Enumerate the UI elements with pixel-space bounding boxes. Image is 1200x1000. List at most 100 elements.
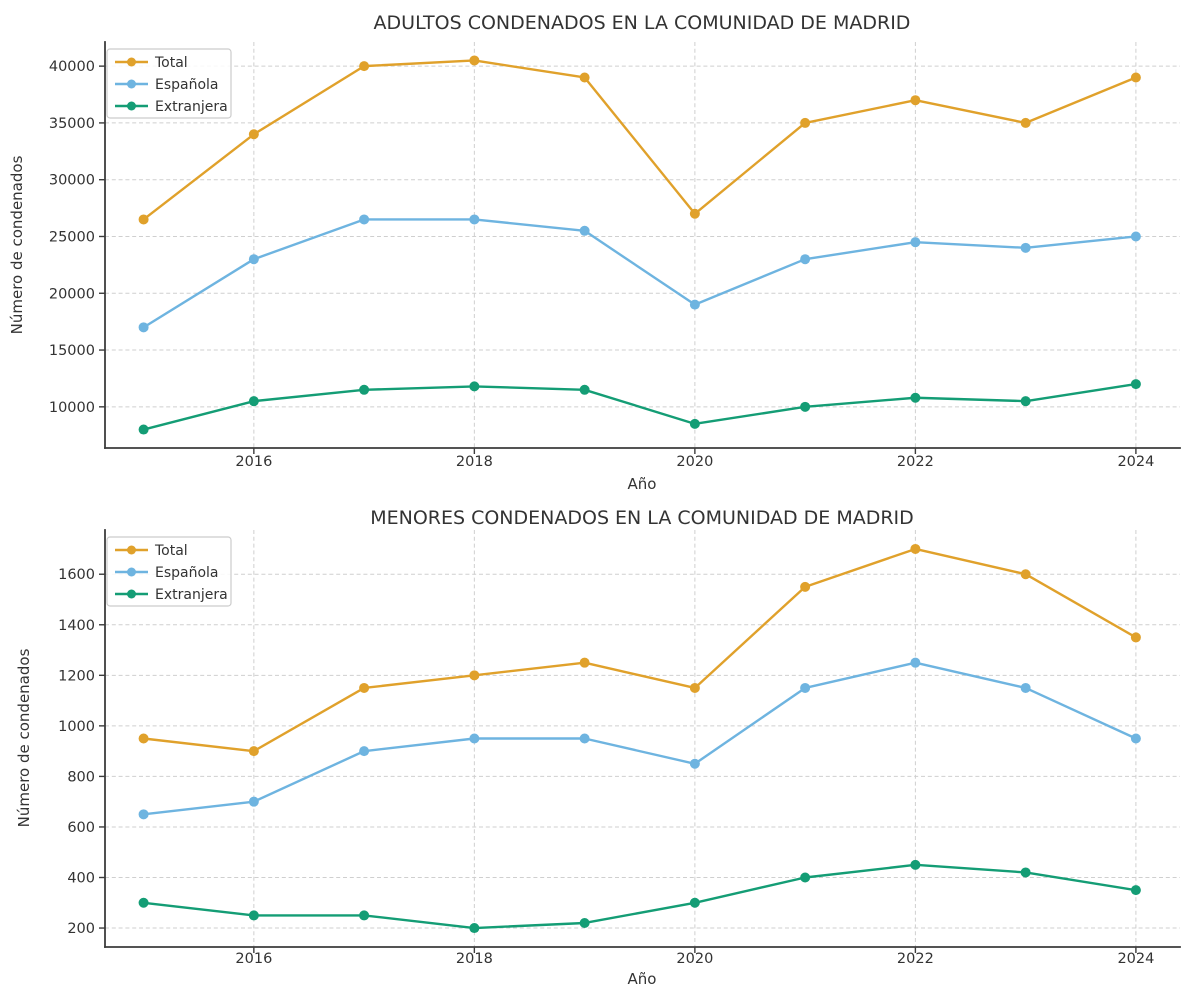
- data-point-espanola: [579, 733, 590, 744]
- y-tick-label: 40000: [49, 59, 95, 75]
- plot-area-adultos: 10000 15000 20000 25000 30000 35000 40000 2016 2…: [49, 41, 1181, 470]
- data-point-total: [689, 208, 700, 219]
- series-espanola: [138, 657, 1141, 820]
- legend: Total Española Extranjera: [106, 48, 232, 119]
- data-point-espanola: [800, 682, 811, 693]
- data-point-total: [579, 657, 590, 668]
- data-point-extranjera: [1130, 885, 1141, 896]
- data-point-espanola: [138, 809, 149, 820]
- data-point-total: [800, 581, 811, 592]
- data-point-extranjera: [689, 418, 700, 429]
- legend-marker-total: [127, 545, 136, 555]
- data-point-total: [689, 682, 700, 693]
- data-point-espanola: [469, 733, 480, 744]
- y-tick-label: 15000: [49, 343, 95, 359]
- legend-marker-espanola: [127, 567, 136, 577]
- data-point-total: [248, 746, 259, 757]
- data-point-extranjera: [579, 917, 590, 928]
- series-espanola: [138, 214, 1141, 333]
- data-point-total: [910, 543, 921, 554]
- data-point-extranjera: [469, 923, 480, 934]
- series-line-extranjera: [142, 382, 1138, 431]
- data-point-extranjera: [138, 424, 149, 435]
- x-tick-label: 2016: [235, 454, 272, 470]
- legend-box: [106, 48, 232, 119]
- legend-marker-extranjera: [127, 101, 136, 111]
- data-point-total: [579, 72, 590, 83]
- spines: [104, 529, 1181, 948]
- chart-menores: MENORES CONDENADOS EN LA COMUNIDAD DE MA…: [15, 507, 1181, 988]
- data-point-espanola: [469, 214, 480, 225]
- series-line-espanola: [142, 218, 1138, 329]
- data-point-total: [800, 117, 811, 128]
- data-point-espanola: [138, 322, 149, 333]
- data-point-espanola: [800, 254, 811, 265]
- series-line-total: [142, 547, 1138, 753]
- data-point-extranjera: [1020, 867, 1031, 878]
- y-tick-label: 1400: [58, 618, 95, 634]
- legend-label-extranjera: Extranjera: [155, 587, 228, 603]
- data-point-extranjera: [910, 859, 921, 870]
- legend-label-extranjera: Extranjera: [155, 99, 228, 115]
- data-point-espanola: [359, 214, 370, 225]
- data-point-espanola: [248, 254, 259, 265]
- data-point-extranjera: [248, 396, 259, 407]
- x-tick-label: 2022: [897, 951, 934, 967]
- data-point-total: [469, 670, 480, 681]
- x-tick-label: 2020: [676, 454, 713, 470]
- data-point-espanola: [1020, 242, 1031, 253]
- y-tick-label: 30000: [49, 173, 95, 189]
- data-point-espanola: [1130, 231, 1141, 242]
- y-tick-label: 20000: [49, 286, 95, 302]
- data-point-espanola: [910, 237, 921, 248]
- legend: Total Española Extranjera: [106, 536, 232, 607]
- data-point-total: [1020, 117, 1031, 128]
- x-tick-label: 2018: [456, 951, 493, 967]
- x-axis-label-menores: Año: [628, 970, 657, 988]
- chart-title-adultos: ADULTOS CONDENADOS EN LA COMUNIDAD DE MA…: [374, 12, 911, 34]
- y-tick-label: 800: [67, 769, 95, 785]
- data-point-extranjera: [800, 872, 811, 883]
- legend-label-espanola: Española: [155, 77, 219, 93]
- legend-marker-extranjera: [127, 589, 136, 599]
- data-point-total: [138, 214, 149, 225]
- data-point-extranjera: [469, 381, 480, 392]
- data-point-extranjera: [579, 384, 590, 395]
- data-point-extranjera: [1130, 379, 1141, 390]
- data-point-total: [1130, 72, 1141, 83]
- x-tick-label: 2024: [1117, 454, 1154, 470]
- data-point-extranjera: [359, 910, 370, 921]
- data-point-espanola: [359, 746, 370, 757]
- legend-box: [106, 536, 232, 607]
- legend-label-total: Total: [154, 543, 188, 559]
- data-point-extranjera: [689, 897, 700, 908]
- y-axis-label-adultos: Número de condenados: [8, 155, 26, 334]
- x-tick-label: 2020: [676, 951, 713, 967]
- data-point-espanola: [579, 225, 590, 236]
- series-line-total: [142, 59, 1138, 221]
- data-point-extranjera: [138, 897, 149, 908]
- y-tick-label: 1200: [58, 668, 95, 684]
- data-point-total: [910, 95, 921, 106]
- legend-label-total: Total: [154, 55, 188, 71]
- chart-title-menores: MENORES CONDENADOS EN LA COMUNIDAD DE MA…: [370, 507, 914, 529]
- data-point-espanola: [248, 796, 259, 807]
- series-line-espanola: [142, 661, 1138, 816]
- y-axis-label-menores: Número de condenados: [15, 648, 33, 827]
- series-total: [138, 55, 1141, 225]
- data-point-total: [248, 129, 259, 140]
- data-point-extranjera: [800, 401, 811, 412]
- series-extranjera: [138, 859, 1141, 934]
- data-point-total: [359, 682, 370, 693]
- x-tick-label: 2024: [1117, 951, 1154, 967]
- data-point-extranjera: [1020, 396, 1031, 407]
- data-point-extranjera: [248, 910, 259, 921]
- y-tick-label: 10000: [49, 400, 95, 416]
- series-line-extranjera: [142, 863, 1138, 930]
- data-point-total: [138, 733, 149, 744]
- data-point-espanola: [1020, 682, 1031, 693]
- data-point-espanola: [910, 657, 921, 668]
- y-tick-label: 1000: [58, 719, 95, 735]
- x-tick-label: 2018: [456, 454, 493, 470]
